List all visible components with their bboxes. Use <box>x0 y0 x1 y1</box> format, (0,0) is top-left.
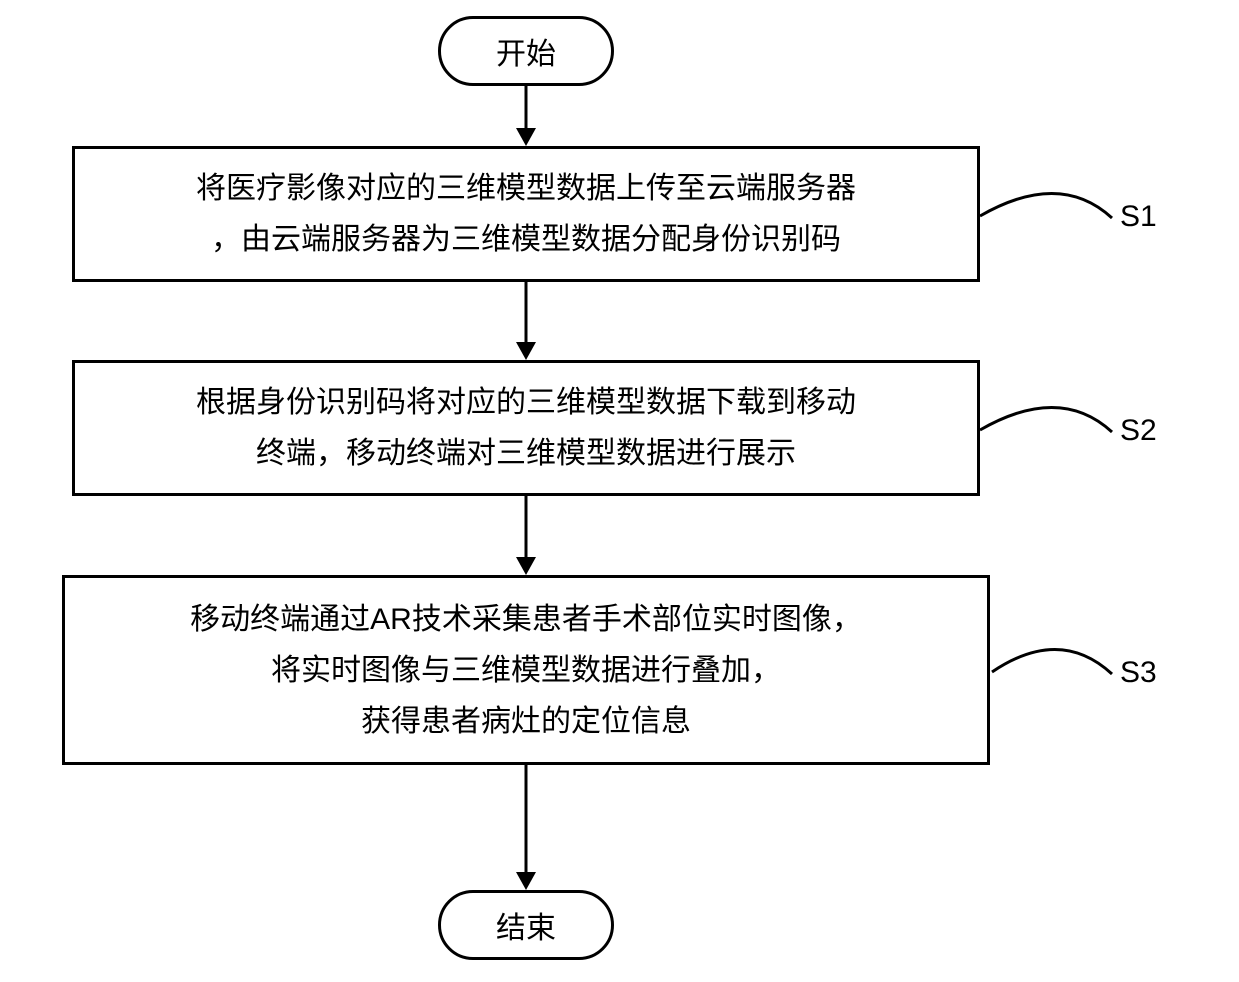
flowchart-canvas: 开始 将医疗影像对应的三维模型数据上传至云端服务器 ，由云端服务器为三维模型数据… <box>0 0 1239 982</box>
end-label: 结束 <box>496 903 556 947</box>
end-terminator: 结束 <box>438 890 614 960</box>
arrow-s3-to-end <box>0 0 1239 982</box>
